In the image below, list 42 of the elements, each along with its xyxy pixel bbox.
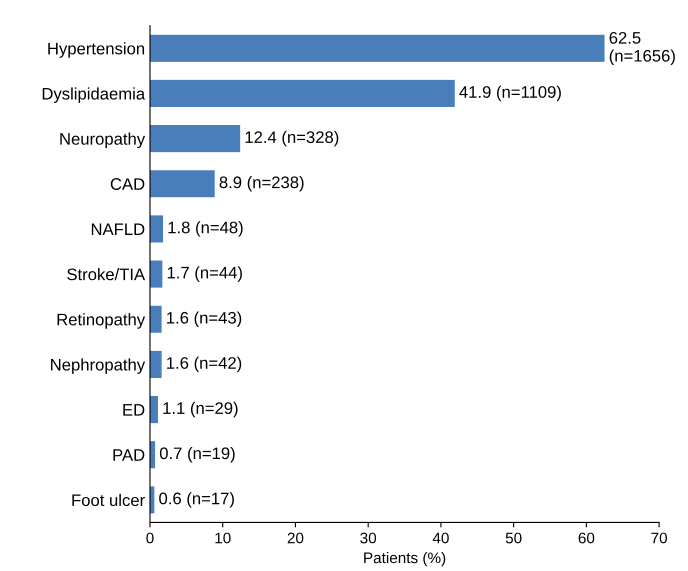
bar — [150, 34, 605, 62]
data-label: 41.9 (n=1109) — [459, 86, 561, 102]
y-tick-label: Foot ulcer — [72, 494, 145, 506]
bar — [150, 396, 158, 424]
data-label: 12.4 (n=328) — [246, 130, 338, 146]
bar — [150, 441, 156, 468]
y-tick-label: ED — [123, 404, 144, 416]
bar — [150, 486, 154, 514]
y-tick-label: PAD — [113, 449, 144, 461]
y-tick-label: NAFLD — [92, 223, 144, 235]
y-tick-label: Dyslipidaemia — [42, 87, 146, 103]
bar — [150, 80, 455, 107]
x-tick-label: 20 — [288, 532, 304, 544]
x-tick-label: 0 — [146, 532, 154, 544]
bar — [150, 215, 164, 242]
data-label: 1.7 (n=44) — [168, 266, 242, 282]
bar — [150, 170, 215, 198]
bar — [150, 350, 162, 378]
x-tick-label: 60 — [578, 532, 594, 544]
data-label: 1.8 (n=48) — [168, 221, 243, 237]
y-tick-label: Retinopathy — [58, 313, 146, 329]
x-tick-label: 30 — [360, 532, 376, 544]
data-label: 1.6 (n=43) — [167, 311, 242, 327]
x-tick-label: 40 — [432, 532, 449, 544]
y-tick-label: CAD — [110, 178, 144, 190]
bar — [150, 125, 240, 152]
bar — [150, 260, 162, 288]
y-tick-label: Neuropathy — [60, 132, 146, 148]
data-label: 1.6 (n=42) — [167, 356, 242, 372]
x-tick-label: 50 — [506, 532, 522, 544]
y-tick-label: Stroke/TIA — [67, 268, 146, 280]
data-label: 0.7 (n=19) — [160, 446, 235, 462]
x-tick-label: 10 — [215, 532, 231, 544]
data-label: 8.9 (n=238) — [220, 176, 304, 192]
y-tick-label: Hypertension — [48, 42, 144, 58]
y-tick-label: Nephropathy — [51, 358, 146, 374]
bar — [150, 306, 162, 333]
x-axis-title: Patients (%) — [364, 552, 446, 566]
x-tick-label: 70 — [651, 532, 668, 544]
data-label: 62.5 (n=1656) — [610, 32, 675, 66]
data-label: 1.1 (n=29) — [163, 402, 238, 418]
data-label: 0.6 (n=17) — [159, 492, 234, 508]
